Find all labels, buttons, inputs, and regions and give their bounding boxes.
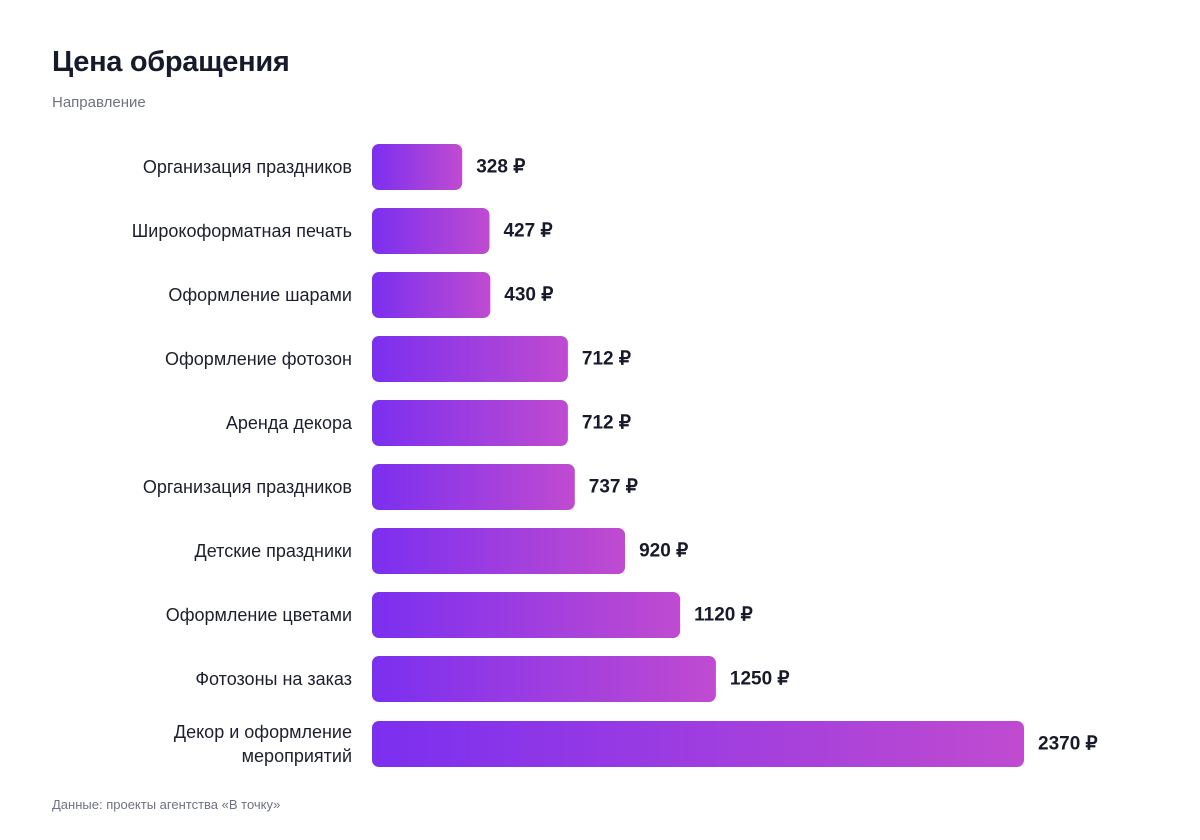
- bar: [372, 208, 490, 254]
- value-label: 430 ₽: [504, 285, 553, 306]
- value-label: 328 ₽: [476, 157, 525, 178]
- value-label: 1120 ₽: [694, 605, 753, 626]
- value-label: 712 ₽: [582, 349, 631, 370]
- value-label: 920 ₽: [639, 541, 688, 562]
- value-label: 712 ₽: [582, 413, 631, 434]
- bar: [372, 144, 463, 190]
- category-label: Аренда декора: [226, 413, 353, 433]
- bar: [372, 272, 491, 318]
- bar: [372, 528, 626, 574]
- category-label: Организация праздников: [143, 477, 352, 497]
- category-label: Оформление шарами: [168, 285, 352, 305]
- value-label: 737 ₽: [589, 477, 638, 498]
- value-label: 1250 ₽: [730, 669, 790, 690]
- value-label: 427 ₽: [503, 221, 552, 242]
- chart-subtitle: Направление: [52, 94, 146, 111]
- category-label: Оформление цветами: [166, 605, 352, 625]
- category-label: Детские праздники: [195, 541, 352, 561]
- category-label: Оформление фотозон: [165, 349, 352, 369]
- category-label: Организация праздников: [143, 157, 352, 177]
- category-label: Декор и оформление мероприятий: [174, 722, 352, 766]
- bar: [372, 464, 575, 510]
- bar: [372, 592, 681, 638]
- chart-title: Цена обращения: [52, 46, 290, 78]
- category-label: Широкоформатная печать: [132, 221, 352, 241]
- value-label: 2370 ₽: [1038, 734, 1098, 755]
- bar: [372, 656, 716, 702]
- bar: [372, 336, 568, 382]
- category-label: Фотозоны на заказ: [195, 669, 352, 689]
- bar: [372, 721, 1024, 767]
- data-source-note: Данные: проекты агентства «В точку»: [52, 797, 281, 812]
- bar: [372, 400, 568, 446]
